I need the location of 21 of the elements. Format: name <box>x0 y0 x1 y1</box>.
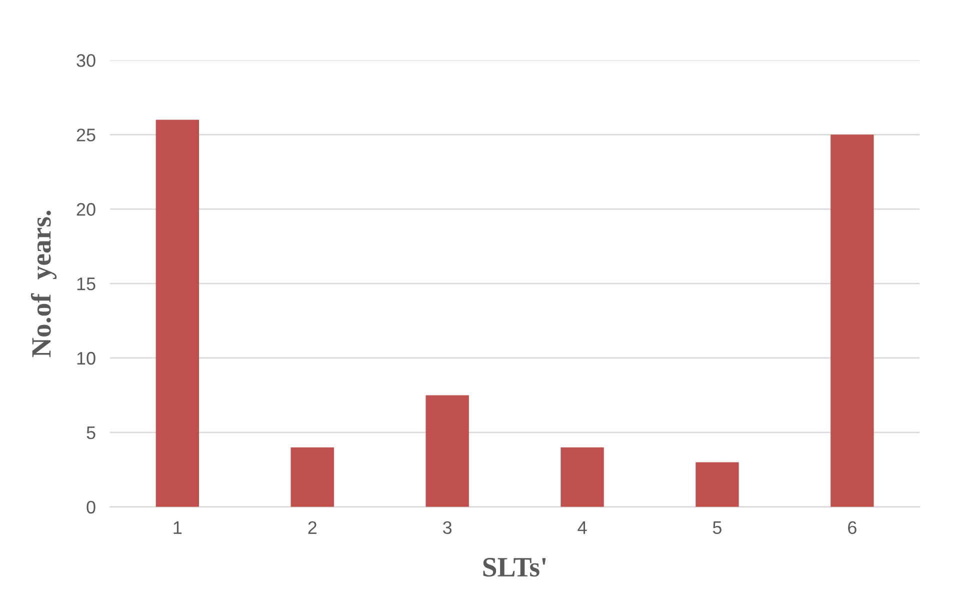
x-tick-label: 2 <box>308 521 316 534</box>
x-tick-label: 5 <box>712 521 722 534</box>
x-axis-title: SLTs' <box>483 558 546 577</box>
bar <box>830 134 874 507</box>
y-tick-label: 5 <box>86 426 96 440</box>
y-axis-title: No.of years. <box>30 210 57 358</box>
y-tick-label: 10 <box>77 352 96 365</box>
y-tick-label: 25 <box>76 128 96 142</box>
x-tick-label: 6 <box>848 521 856 534</box>
bar <box>560 447 604 507</box>
bar <box>426 395 469 507</box>
bar <box>290 447 334 507</box>
y-tick-label: 0 <box>86 500 96 514</box>
bar <box>156 120 200 507</box>
x-tick-label: 3 <box>442 521 452 534</box>
x-tick-label: 4 <box>578 521 587 534</box>
y-tick-label: 15 <box>77 278 96 290</box>
bar <box>696 462 739 507</box>
x-tick-label: 1 <box>174 521 182 534</box>
y-tick-label: 20 <box>76 203 96 216</box>
y-tick-label: 30 <box>76 54 96 67</box>
